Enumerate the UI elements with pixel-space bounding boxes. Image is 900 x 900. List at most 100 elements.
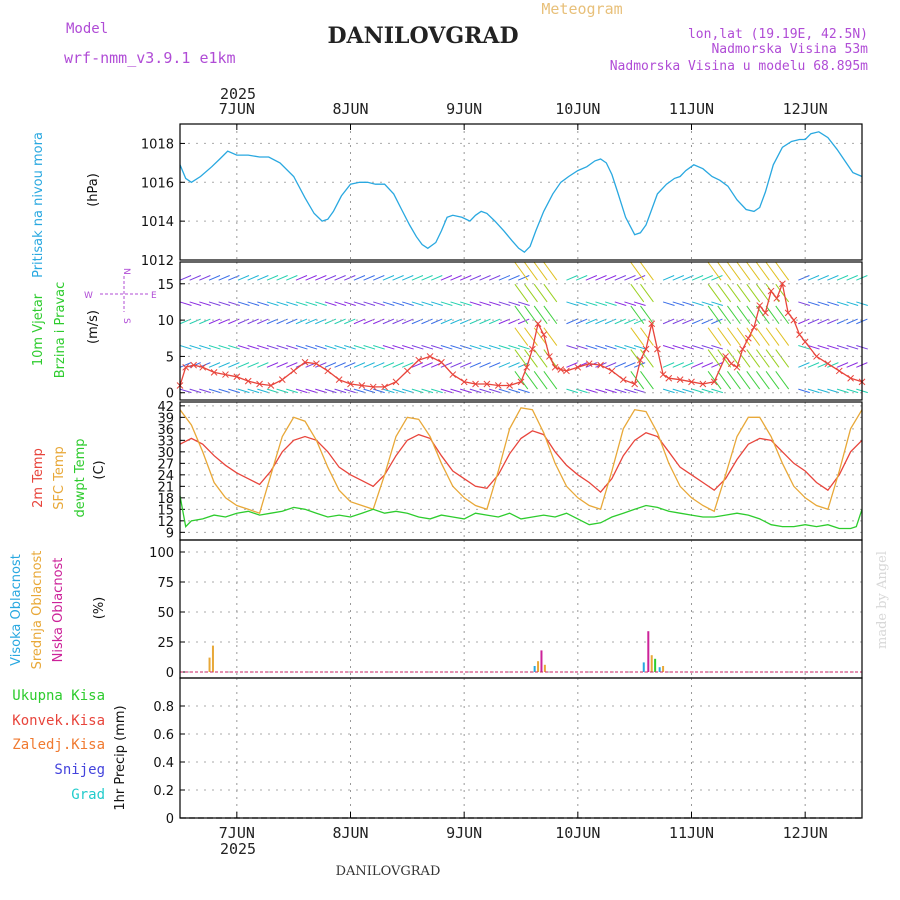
wind-arrow (827, 362, 839, 368)
wind-title-1: 10m Vjetar (31, 293, 46, 366)
wind-point (369, 383, 377, 391)
model-label: Model (66, 21, 108, 37)
wind-arrow (305, 388, 318, 394)
wind-arrow (402, 318, 414, 325)
wind-arrow (247, 301, 260, 306)
wind-arrow (431, 318, 443, 325)
wind-point (546, 353, 553, 360)
y-tick-label: 0 (166, 666, 174, 681)
wind-arrow (373, 301, 385, 306)
wind-arrow (450, 345, 463, 350)
wind-arrow (189, 388, 202, 394)
wind-arrow (595, 345, 608, 350)
wind-arrow (640, 283, 654, 303)
wind-arrow (736, 371, 751, 390)
wind-point (631, 380, 639, 388)
y-tick-label: 10 (157, 314, 174, 329)
wind-arrow (469, 388, 482, 394)
wind-arrow (630, 305, 645, 325)
wind-arrow (431, 301, 443, 306)
wind-arrow (543, 327, 558, 346)
wind-arrow (701, 362, 713, 368)
wind-arrow (533, 262, 548, 281)
wind-arrow (489, 301, 501, 306)
wind-arrow (257, 388, 269, 394)
wind-arrow (585, 362, 598, 368)
wind-arrow (765, 349, 780, 368)
wind-arrow (604, 301, 617, 306)
wind-arrow (286, 388, 298, 394)
wind-arrow (846, 362, 858, 368)
cloud-high-label: Visoka Oblacnost (9, 554, 24, 666)
wind-arrow (402, 301, 414, 306)
wind-arrow (218, 301, 231, 306)
credit-text: made by Angel (875, 551, 890, 649)
wind-arrow (827, 301, 839, 306)
wind-arrow (765, 371, 780, 390)
wind-arrow (199, 318, 211, 325)
wind-arrow (324, 301, 337, 306)
wind-point (824, 360, 832, 368)
wind-point (415, 356, 423, 364)
wind-arrow (450, 275, 462, 281)
wind-arrow (315, 275, 327, 281)
wind-arrow (736, 349, 751, 368)
wind-point (301, 358, 309, 366)
wind-arrow (566, 345, 579, 350)
model-name: wrf-nmm_v3.9.1 e1km (64, 49, 236, 67)
wind-arrow (707, 349, 722, 368)
wind-point (563, 367, 570, 375)
wind-arrow (237, 275, 250, 281)
wind-arrow (450, 301, 463, 306)
series-line-dewpt-temp (179, 495, 863, 530)
wind-arrow (237, 388, 250, 394)
wind-arrow (469, 301, 482, 306)
wind-arrow (392, 301, 405, 306)
wind-arrow (633, 345, 646, 350)
wind-arrow (440, 345, 453, 350)
wind-arrow (630, 371, 645, 390)
wind-arrow (543, 283, 558, 303)
wind-arrow (566, 388, 579, 394)
wind-arrow (392, 275, 404, 281)
wind-point (182, 363, 190, 371)
wind-arrow (344, 318, 356, 325)
wind-point (557, 366, 565, 373)
wind-arrow (672, 275, 684, 281)
wind-point (648, 320, 656, 328)
wind-arrow (807, 301, 820, 306)
wind-point (762, 309, 769, 317)
wind-point (210, 369, 218, 376)
wind-arrow (711, 362, 723, 368)
compass-rose: W E N S (84, 268, 157, 324)
wind-arrow (286, 275, 298, 281)
wind-arrow (701, 301, 714, 306)
wind-arrow (585, 345, 598, 350)
wind-arrow (775, 371, 790, 390)
wind-arrow (382, 362, 395, 368)
wind-arrow (363, 345, 376, 350)
wind-point (619, 376, 627, 384)
y-tick-label: 0 (166, 812, 174, 827)
wind-arrow (798, 318, 810, 325)
wind-arrow (662, 318, 675, 325)
wind-arrow (566, 275, 578, 281)
wind-arrow (836, 345, 849, 350)
wind-arrow (392, 388, 405, 394)
wind-arrow (257, 301, 269, 306)
wind-arrow (411, 362, 424, 368)
series-line-pressure (179, 131, 863, 254)
y-tick-label: 15 (157, 503, 174, 518)
wind-arrow (575, 318, 588, 325)
wind-arrow (324, 362, 337, 368)
wind-arrow (624, 345, 637, 350)
wind-arrow (237, 301, 250, 306)
x-axis: 7JUN 7JUN 8JUN 8JUN 9JUN 9JUN 10JUN 10JUN 11JUN 1… (180, 100, 862, 842)
wind-arrow (247, 275, 259, 281)
wind-point (324, 367, 332, 375)
wind-arrow (604, 345, 617, 350)
wind-arrow (707, 327, 722, 346)
wind-arrow (295, 318, 308, 325)
wind-point (767, 287, 775, 295)
precip-total-label: Ukupna Kisa (12, 688, 105, 704)
